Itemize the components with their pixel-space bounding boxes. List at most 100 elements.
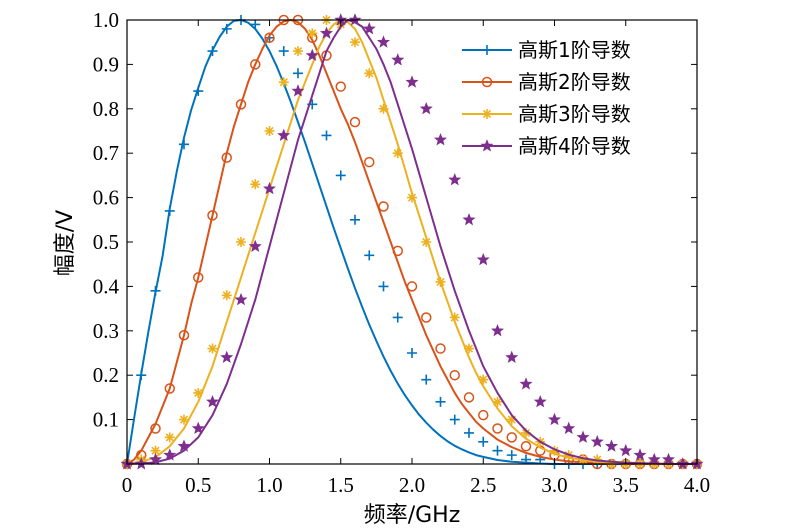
series-4-point [619,443,633,457]
y-tick-label: 0.6 [93,186,119,210]
series-3-point [307,28,318,39]
series-3-point [464,343,474,354]
series-1-point [335,170,346,181]
legend-label: 高斯2阶导数 [518,70,631,94]
series-3-point [207,343,218,354]
legend-item-4: 高斯4阶导数 [462,134,631,158]
series-3-point [164,432,175,443]
legend-item-2: 高斯2阶导数 [462,70,631,94]
series-3-point [293,46,303,57]
series-4-point [647,452,661,466]
series-4-point [419,101,433,115]
series-1-point [321,130,332,141]
series-2-point [250,59,261,70]
series-2-point [378,201,389,212]
series-4-point [605,439,618,452]
series-3-point [478,374,489,385]
x-tick-label: 1.5 [328,473,354,497]
series-2-point [463,392,475,403]
series-1-point [521,454,531,465]
series-1-point [278,46,289,57]
series-4-point [291,84,305,97]
series-3-point [221,290,232,301]
series-4-point [633,448,647,461]
series-1-point [150,285,161,296]
series-3-point [421,237,432,247]
series-4-point [177,439,191,452]
series-4-point [505,350,519,363]
x-tick-label: 2.5 [470,473,496,497]
series-2-line [126,19,697,465]
series-2-point [478,409,489,421]
series-4-point [448,173,462,186]
series-3-point [193,387,204,398]
series-2-point [392,245,403,257]
series-4-point [220,350,234,363]
series-3-point [250,179,261,190]
series-4-point [519,377,533,390]
series-4-point [377,35,390,48]
series-2-point [435,343,446,354]
y-tick-label: 1.0 [93,8,119,32]
series-1-point [464,427,474,438]
series-2-point [164,383,175,394]
series-1-point [492,445,503,456]
series-4-point [462,212,476,226]
series-1-point [136,370,147,381]
series-4-point [533,395,547,408]
series-4-point [305,48,319,62]
series-3-point [449,312,460,323]
y-tick-label: 0.7 [93,141,119,165]
x-axis-label: 频率/GHz [364,503,461,528]
y-tick-label: 0.5 [93,230,119,254]
x-tick-label: 4.0 [684,473,710,497]
series-4-point [562,421,576,434]
series-2-point [193,272,204,283]
series-2-point [221,152,232,163]
x-tick-label: 3.5 [613,473,639,497]
series-3-point [236,237,246,247]
y-axis-label: 幅度/V [53,210,78,276]
x-tick-label: 0 [122,473,133,497]
series-3-point [435,276,446,287]
series-4-point [149,452,162,466]
series-1-point [407,348,417,358]
legend-swatch-marker [482,45,492,55]
series-1-point [506,450,517,461]
series-1-point [364,250,375,261]
series-4-line [126,19,697,465]
legend-item-3: 高斯3阶导数 [462,102,631,126]
series-1-point [478,436,489,447]
series-4-point [590,434,604,448]
series-2-point [406,281,418,292]
series-3-point [549,445,560,456]
series-3-point [278,77,289,88]
series-4 [120,13,704,470]
series-2-point [264,32,275,44]
series-4-point [476,252,490,266]
y-tick-label: 0.4 [93,274,120,298]
series-2-point [449,369,460,381]
ticks-layer: 0 0.5 1.0 1.5 2.0 2.5 3.0 3.5 4.0 0.1 0.2 0.3 0.4 0.5… [93,8,710,497]
series-4-point [234,292,248,306]
series-4-point [263,181,276,195]
series-3-point [364,68,375,79]
series-2-point [520,440,532,452]
series-4-point [662,452,675,466]
series-2-point [349,116,361,128]
y-tick-label: 0.8 [93,97,119,121]
series-2-point [335,81,346,92]
series-4-point [548,412,561,426]
series-1-point [449,414,460,425]
x-tick-label: 2.0 [399,473,425,497]
x-tick-label: 0.5 [185,473,211,497]
series-2-point [178,329,190,341]
series-4-point [576,430,590,443]
series-1-point [435,396,446,407]
legend-swatch-marker [480,139,494,152]
series-4-point [248,239,262,252]
y-tick-label: 0.1 [93,408,119,432]
series-3-point [492,396,503,407]
